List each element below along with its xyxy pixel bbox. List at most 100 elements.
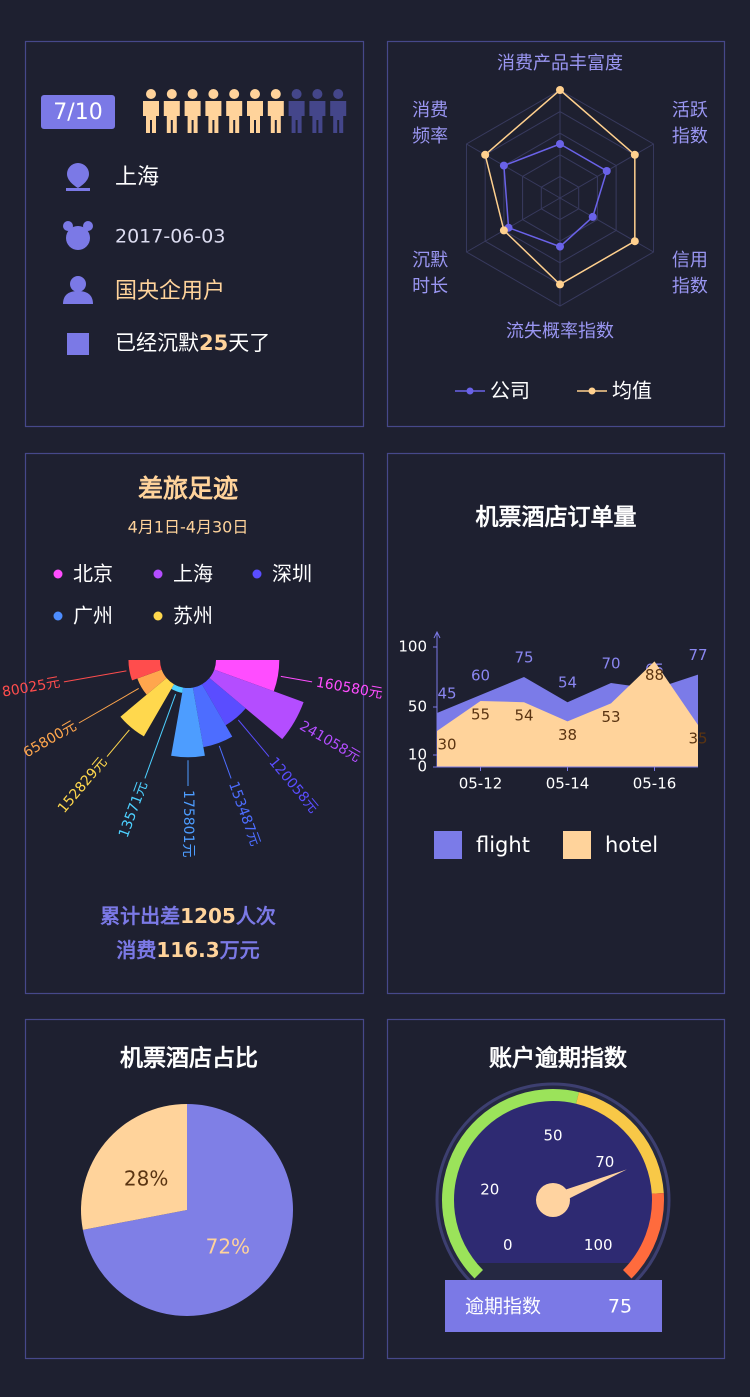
radar-label-line: 活跃 — [672, 100, 708, 121]
person-head — [291, 89, 302, 99]
rose-petal — [120, 677, 174, 737]
summary-text: 消费 — [116, 938, 156, 962]
legend-label: 广州 — [73, 604, 113, 628]
value-label: 35 — [688, 730, 707, 748]
person-body — [309, 101, 326, 133]
person-body — [267, 101, 284, 133]
gauge-band — [622, 1193, 664, 1279]
person-icon — [143, 89, 159, 133]
radar-label: 消费产品丰富度 — [497, 53, 623, 74]
radar-label: 流失概率指数 — [506, 321, 614, 342]
person-body — [143, 101, 159, 133]
legend-label: 深圳 — [272, 562, 312, 586]
rose-petal — [128, 660, 162, 681]
radar-point — [630, 237, 639, 246]
clock-bell — [63, 221, 73, 231]
value-label: 77 — [688, 646, 707, 664]
rose-petal — [137, 669, 167, 695]
clock-bell — [83, 221, 93, 231]
summary-trips: 累计出差1205人次 — [100, 904, 276, 928]
value-label: 53 — [601, 708, 620, 726]
panel — [24, 1018, 365, 1360]
person-body — [288, 101, 305, 133]
person-icon — [267, 89, 284, 133]
person-body — [247, 101, 263, 133]
clock-face — [66, 226, 90, 250]
radar-point — [556, 280, 564, 289]
x-tick-label: 05-16 — [633, 775, 677, 793]
radar-point — [556, 140, 564, 148]
value-label: 28% — [124, 1167, 168, 1191]
legend-label: flight — [476, 833, 530, 857]
user-icon — [63, 276, 93, 304]
date: 2017-06-03 — [115, 226, 225, 248]
legend-dot — [252, 569, 262, 579]
radar-point — [602, 167, 611, 175]
legend-dot — [466, 387, 474, 395]
value-label: 30 — [437, 736, 456, 754]
y-axis-arrow — [433, 630, 441, 639]
person-head — [146, 89, 156, 99]
summary-text: 万元 — [219, 938, 260, 962]
summary-spend: 消费116.3万元 — [116, 938, 259, 962]
chart-subtitle: 4月1日-4月30日 — [128, 518, 249, 537]
panel — [24, 40, 365, 428]
label-line — [78, 688, 139, 724]
legend-label: 上海 — [173, 562, 213, 586]
y-tick-label: 100 — [398, 638, 427, 656]
person-head — [333, 89, 344, 99]
value-label: 175801元 — [180, 790, 196, 857]
person-head — [166, 89, 177, 99]
radar-label: 活跃指数 — [672, 100, 708, 147]
silence-days: 25 — [199, 331, 228, 355]
panel — [386, 1018, 726, 1360]
rating-icons — [143, 89, 347, 133]
value-label: 60 — [471, 667, 490, 685]
rating-label: 7/10 — [53, 100, 102, 125]
legend-dot — [53, 611, 63, 621]
value-label: 72% — [206, 1234, 250, 1258]
y-tick-label: 10 — [408, 746, 427, 764]
radar-point — [630, 150, 639, 159]
value-label: 55 — [471, 706, 490, 724]
label-line — [237, 719, 270, 757]
location-icon — [66, 163, 90, 191]
label-line — [63, 670, 127, 683]
rose-petal — [171, 684, 184, 693]
rose-petal — [209, 669, 304, 740]
gauge-band — [576, 1092, 664, 1194]
label-line — [218, 745, 232, 779]
gauge-tick-label: 0 — [503, 1236, 513, 1254]
gauge-dial — [452, 1099, 654, 1263]
label-line — [106, 729, 130, 757]
gauge-needle — [550, 1169, 627, 1206]
person-body — [226, 101, 243, 133]
clock-icon — [63, 221, 93, 250]
value-label: 38 — [558, 726, 577, 744]
gauge-band — [442, 1089, 579, 1279]
user-body — [63, 291, 93, 304]
summary-number: 1205 — [180, 904, 236, 928]
summary-text: 人次 — [236, 904, 276, 928]
y-tick-label: 50 — [408, 698, 427, 716]
square-icon — [67, 333, 89, 355]
radar-label: 沉默时长 — [412, 250, 448, 297]
silence: 已经沉默25天了 — [115, 331, 270, 355]
city: 上海 — [115, 165, 159, 190]
panel — [386, 40, 726, 428]
radar-point — [556, 242, 564, 251]
rose-petal — [202, 677, 246, 726]
person-body — [330, 101, 347, 133]
area — [437, 661, 698, 767]
radar-label-line: 频率 — [412, 126, 448, 147]
gauge-tick-label: 70 — [595, 1153, 614, 1171]
radar-point — [499, 226, 508, 235]
radar-point — [556, 86, 564, 94]
legend-swatch — [563, 831, 591, 859]
person-head — [229, 89, 240, 99]
person-icon — [163, 89, 180, 133]
person-icon — [330, 89, 347, 133]
summary-number: 116.3 — [156, 938, 219, 962]
radar-label-line: 沉默 — [412, 250, 448, 271]
